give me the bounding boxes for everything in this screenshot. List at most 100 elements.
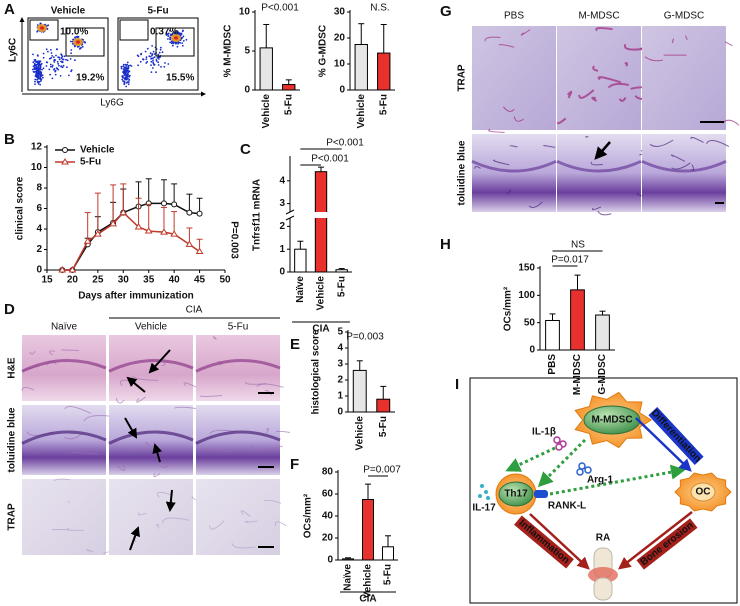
flow-dot (144, 50, 147, 53)
column-label: PBS (504, 11, 524, 22)
column-label: Vehicle (135, 322, 168, 333)
flow-dot (128, 70, 131, 73)
flow-dot (71, 40, 74, 43)
flow-dot (153, 56, 156, 59)
x-tick-label: 50 (219, 275, 231, 286)
y-tick-label: 100 (518, 290, 535, 301)
flow-dot (123, 66, 126, 69)
flow-dot (36, 54, 39, 57)
flow-dot (171, 44, 174, 47)
bar (352, 369, 367, 413)
flow-dot (168, 29, 171, 32)
flow-dot (56, 60, 59, 63)
flow-title: 5-Fu (147, 6, 168, 17)
flow-dot (62, 58, 65, 61)
gate-label: 19.2% (76, 73, 104, 84)
flow-dot (152, 59, 154, 62)
joint-outline (21, 359, 107, 373)
y-tick-label: 12 (31, 142, 43, 153)
flow-dot (33, 64, 36, 67)
row-label: toluidine blue (457, 140, 468, 205)
tissue-texture (566, 90, 573, 99)
tissue-texture (502, 106, 515, 112)
tissue-texture (238, 461, 243, 465)
diagram-label: IL-1β (532, 427, 556, 438)
flow-dot (176, 45, 179, 48)
flow-dot (81, 45, 84, 48)
y-tick-label: 4 (337, 343, 343, 354)
flow-dot (169, 41, 172, 44)
flow-dot (145, 62, 148, 64)
flow-dot (49, 57, 51, 60)
marker (144, 227, 153, 234)
y-tick-label: 1 (337, 391, 343, 402)
pointer-arrow (594, 141, 611, 160)
flow-dot (63, 55, 66, 58)
flow-dot (150, 71, 153, 73)
flow-dot (60, 60, 62, 63)
marker (186, 209, 193, 216)
tissue-texture (591, 206, 602, 211)
flow-dot (145, 56, 148, 59)
flow-dot (46, 61, 49, 64)
tissue-texture (153, 472, 161, 478)
y-tick-label: 3 (279, 198, 285, 209)
legend-label: Vehicle (80, 145, 115, 156)
y-axis-label: Tnfrsf11 mRNA (252, 179, 263, 251)
bar (545, 319, 560, 351)
tissue-texture (276, 430, 291, 434)
y-tick-label: 2 (279, 221, 285, 232)
y-axis-label: OCs/mm² (303, 493, 314, 538)
flow-dot (173, 32, 175, 35)
flow-dot (39, 78, 42, 81)
flow-dot (146, 60, 149, 63)
tissue-texture (624, 62, 628, 67)
label-strip (648, 407, 704, 465)
flow-dot (39, 66, 42, 69)
flow-dot (149, 55, 152, 58)
flow-dot (181, 44, 184, 47)
receptor (534, 490, 548, 498)
flow-dot (66, 59, 69, 62)
marker (109, 219, 117, 227)
flow-dot (49, 73, 52, 76)
x-tick-label: G-MDSC (597, 354, 608, 395)
x-axis-label: Days after immunization (78, 291, 194, 302)
flow-dot (158, 51, 161, 54)
flow-dot (149, 52, 152, 55)
tissue-texture (70, 451, 99, 455)
joint-outline (641, 159, 727, 173)
annotation: P=0.007 (363, 465, 401, 476)
nucleus (583, 405, 641, 435)
flow-dot (152, 50, 155, 53)
flow-dot (169, 38, 172, 40)
diagram-label: IL-17 (472, 503, 496, 514)
bone (593, 577, 613, 601)
bar (570, 289, 585, 351)
tissue-texture (265, 427, 269, 434)
flow-density (76, 40, 80, 44)
flow-dot (36, 81, 39, 83)
bar (595, 314, 610, 351)
flow-gate (29, 19, 59, 41)
flow-dot (158, 58, 160, 60)
y-tick-label: 0 (529, 345, 535, 356)
tissue-texture (64, 405, 92, 414)
tissue-texture (212, 335, 217, 340)
histology-image (22, 479, 106, 555)
cytokine (555, 443, 563, 451)
tissue-texture (115, 397, 125, 404)
flow-dot (124, 69, 127, 72)
flow-dot (38, 77, 40, 80)
y-tick-label: 6 (36, 203, 42, 214)
group-label: CIA (186, 305, 203, 316)
flow-dot (50, 49, 52, 51)
y-tick-label: 30 (334, 7, 346, 18)
flow-dot (39, 83, 41, 86)
flow-dot (37, 72, 39, 74)
flow-dot (179, 42, 182, 44)
bar (294, 248, 307, 273)
marker (196, 210, 203, 217)
tissue-texture (513, 116, 524, 122)
